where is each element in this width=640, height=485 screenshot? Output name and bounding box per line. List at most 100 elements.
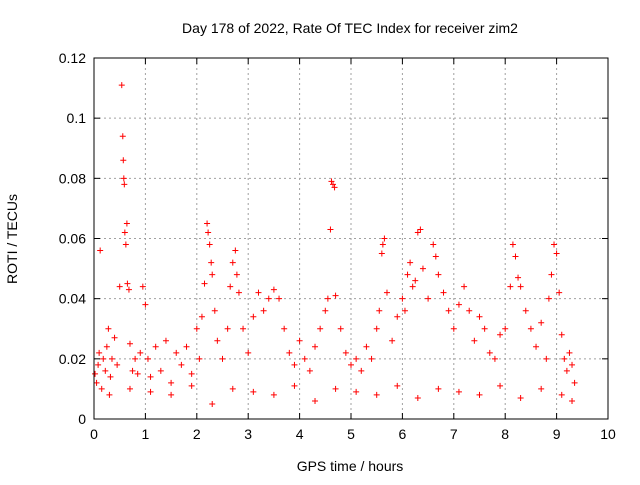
x-axis-label: GPS time / hours <box>297 458 404 474</box>
data-point <box>401 307 408 314</box>
data-point <box>107 373 114 380</box>
data-point <box>363 343 370 350</box>
x-tick-label: 0 <box>90 426 98 442</box>
data-point <box>533 343 540 350</box>
data-point <box>358 367 365 374</box>
data-point <box>332 292 339 299</box>
data-point <box>232 247 239 254</box>
data-point <box>394 313 401 320</box>
data-point <box>206 241 213 248</box>
data-point <box>245 349 252 356</box>
data-point <box>92 370 99 377</box>
data-point <box>569 361 576 368</box>
data-point <box>102 367 109 374</box>
data-point <box>205 229 212 236</box>
data-point <box>129 367 136 374</box>
data-point <box>270 286 277 293</box>
data-point <box>330 181 337 188</box>
data-point <box>381 235 388 242</box>
data-point <box>198 313 205 320</box>
data-point <box>378 250 385 257</box>
data-point <box>383 289 390 296</box>
data-point <box>569 397 576 404</box>
data-point <box>394 382 401 389</box>
data-point <box>162 337 169 344</box>
chart-title: Day 178 of 2022, Rate Of TEC Index for r… <box>182 20 518 36</box>
data-point <box>432 253 439 260</box>
data-point <box>548 271 555 278</box>
data-point <box>348 361 354 368</box>
data-point <box>450 325 457 332</box>
data-point <box>260 307 267 314</box>
data-point <box>551 241 558 248</box>
data-point <box>328 178 335 185</box>
data-point <box>430 241 437 248</box>
data-point <box>188 370 195 377</box>
data-point <box>183 343 190 350</box>
data-point <box>561 355 568 362</box>
data-point <box>201 280 208 287</box>
y-tick-label: 0.1 <box>67 110 87 126</box>
data-point <box>342 349 349 356</box>
data-point <box>419 265 426 272</box>
data-point <box>324 295 331 302</box>
data-point <box>417 226 424 233</box>
data-point <box>440 289 447 296</box>
grid-lines <box>94 58 608 419</box>
data-point <box>407 259 414 266</box>
data-point <box>118 82 125 89</box>
data-point <box>121 181 128 188</box>
data-point <box>543 355 550 362</box>
y-tick-label: 0.06 <box>59 231 86 247</box>
data-point <box>538 319 545 326</box>
data-point <box>144 355 151 362</box>
data-point <box>168 379 175 386</box>
data-point <box>527 325 534 332</box>
data-point <box>100 355 107 362</box>
data-point <box>208 259 215 266</box>
data-point <box>137 349 144 356</box>
data-point <box>455 301 462 308</box>
x-tick-label: 1 <box>142 426 150 442</box>
data-point <box>97 247 104 254</box>
x-tick-label: 9 <box>553 426 561 442</box>
data-point <box>517 394 524 401</box>
data-point <box>250 313 257 320</box>
data-point <box>373 391 380 398</box>
data-point <box>188 382 195 389</box>
data-point <box>224 325 231 332</box>
data-point <box>461 283 468 290</box>
data-point <box>121 229 128 236</box>
data-point <box>491 355 498 362</box>
data-point <box>142 301 149 308</box>
data-point <box>563 367 570 374</box>
data-point <box>126 340 133 347</box>
data-point <box>553 250 560 257</box>
data-point <box>240 325 247 332</box>
data-point <box>502 325 509 332</box>
data-point <box>178 361 185 368</box>
data-point <box>270 391 277 398</box>
data-point <box>556 289 563 296</box>
x-tick-label: 6 <box>399 426 407 442</box>
data-point <box>376 307 383 314</box>
x-tick-label: 7 <box>450 426 458 442</box>
data-point <box>317 325 324 332</box>
data-point <box>404 271 411 278</box>
data-point <box>122 241 129 248</box>
data-point <box>281 325 288 332</box>
data-point <box>219 355 226 362</box>
data-point <box>250 388 257 395</box>
data-point <box>301 355 308 362</box>
data-point <box>538 385 545 392</box>
data-point <box>306 367 313 374</box>
data-point <box>147 373 154 380</box>
data-point <box>517 283 524 290</box>
data-point <box>571 379 578 386</box>
data-point <box>96 349 103 356</box>
data-point <box>193 325 200 332</box>
data-point <box>124 280 131 287</box>
data-point <box>331 184 338 191</box>
